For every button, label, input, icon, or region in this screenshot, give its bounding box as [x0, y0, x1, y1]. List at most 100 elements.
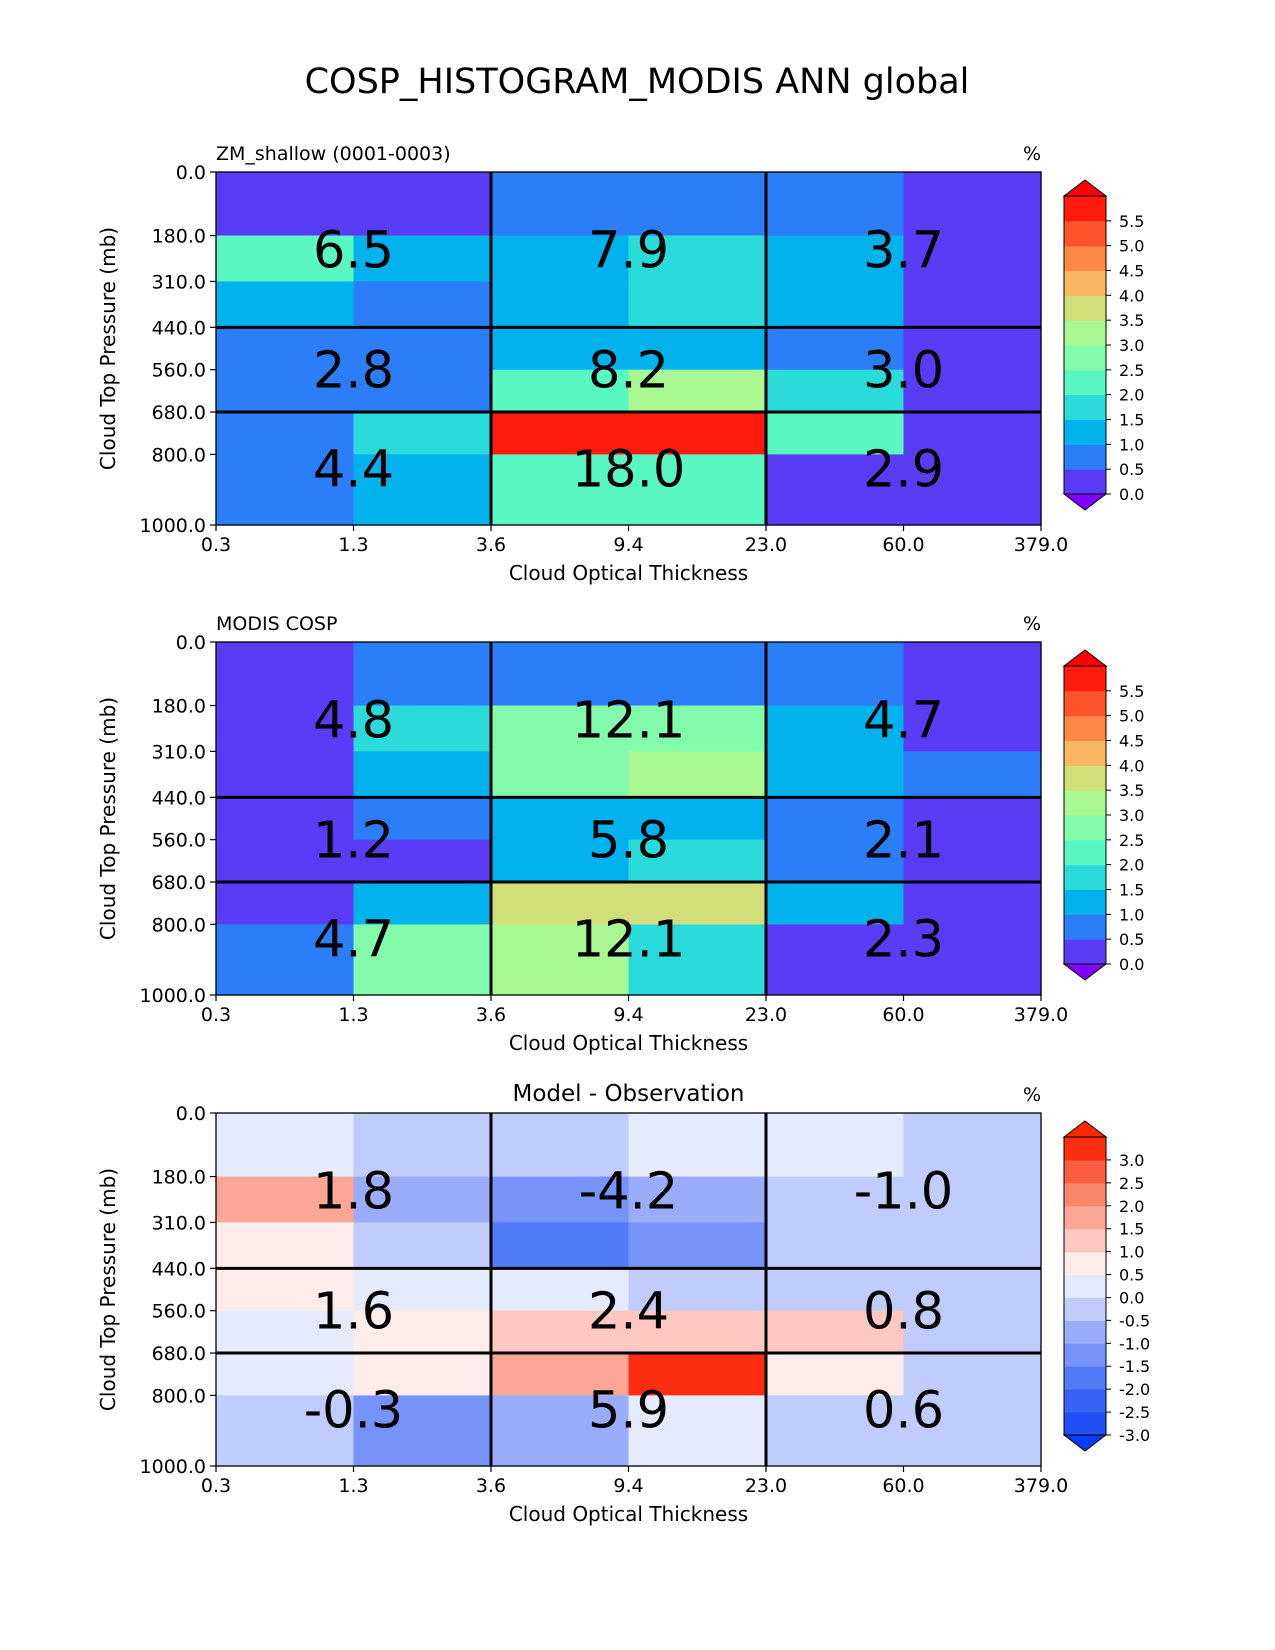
heatmap-cell: [491, 172, 630, 237]
colorbar-segment: [1064, 345, 1106, 371]
heatmap-cell: [766, 839, 905, 883]
heatmap-cell: [903, 882, 1042, 925]
heatmap-cell: [491, 839, 630, 883]
heatmap-cell: [766, 454, 905, 526]
colorbar-tick-label: 1.5: [1119, 881, 1144, 900]
y-tick-label: 800.0: [152, 914, 206, 936]
heatmap-cell: [903, 327, 1042, 371]
group-total-label: -1.0: [854, 1163, 954, 1222]
heatmap-cell: [903, 705, 1042, 753]
colorbar-segment: [1064, 320, 1106, 346]
x-tick-label: 379.0: [1014, 1004, 1068, 1026]
colorbar-segment: [1064, 914, 1106, 940]
heatmap-cell: [353, 1268, 492, 1312]
group-total-label: 8.2: [588, 342, 669, 401]
colorbar-tick-label: 1.0: [1119, 435, 1144, 454]
heatmap-cell: [216, 1113, 355, 1178]
group-total-label: 12.1: [572, 692, 686, 751]
heatmap-cell: [628, 412, 767, 455]
heatmap-cell: [216, 1176, 355, 1224]
heatmap-cell: [628, 924, 767, 996]
colorbar-segment: [1064, 394, 1106, 420]
group-total-label: 18.0: [572, 441, 686, 500]
y-tick-label: 440.0: [152, 1258, 206, 1280]
colorbar-segment: [1064, 939, 1106, 965]
heatmap-cell: [353, 281, 492, 328]
colorbar-tick-label: 4.5: [1119, 262, 1144, 281]
heatmap-cell: [216, 454, 355, 526]
heatmap-cell: [491, 454, 630, 526]
heatmap-cell: [628, 1268, 767, 1312]
heatmap-cell: [628, 281, 767, 328]
heatmap-cell: [628, 797, 767, 841]
heatmap-cell: [353, 839, 492, 883]
heatmap-cell: [216, 281, 355, 328]
x-tick-label: 1.3: [338, 1004, 368, 1026]
group-total-label: 5.8: [588, 812, 669, 871]
heatmap-cell: [903, 172, 1042, 237]
colorbar-segment: [1064, 1297, 1106, 1321]
y-tick-label: 0.0: [176, 632, 206, 654]
colorbar-tick-label: 2.5: [1119, 831, 1144, 850]
group-total-label: 2.4: [588, 1283, 669, 1342]
x-tick-label: 1.3: [338, 534, 368, 556]
group-total-label: 4.4: [313, 441, 394, 500]
heatmap-cell: [766, 1222, 905, 1269]
x-tick-label: 379.0: [1014, 534, 1068, 556]
heatmap-cell: [903, 924, 1042, 996]
heatmap-cell: [216, 705, 355, 753]
x-tick-label: 0.3: [201, 1475, 231, 1497]
heatmap-cell: [353, 642, 492, 707]
heatmap-cell: [216, 412, 355, 455]
x-tick-label: 23.0: [745, 1475, 787, 1497]
heatmap-cell: [903, 1176, 1042, 1224]
group-total-label: 3.7: [863, 222, 944, 281]
heatmap-cell: [628, 1395, 767, 1467]
group-total-label: 4.7: [313, 911, 394, 970]
heatmap-cell: [491, 797, 630, 841]
y-tick-label: 1000.0: [140, 1456, 206, 1478]
heatmap-cell: [216, 235, 355, 283]
x-tick-label: 3.6: [476, 1475, 506, 1497]
x-tick-label: 60.0: [882, 1004, 924, 1026]
colorbar: -3.0 -2.5 -2.0 -1.5 -1.0 -0.5 0.0 0.5 1.0 1.5 2.0 2…: [1062, 1120, 1150, 1452]
panel-title: ZM_shallow (0001-0003): [216, 143, 451, 165]
heatmap-cell: [903, 797, 1042, 841]
colorbar-tick-label: 4.0: [1119, 286, 1144, 305]
colorbar-tick-label: 2.0: [1119, 856, 1144, 875]
heatmap-cell: [216, 839, 355, 883]
colorbar-segment: [1064, 295, 1106, 321]
heatmap-cell: [766, 1310, 905, 1354]
heatmap-cell: [628, 642, 767, 707]
colorbar-tick-label: 3.5: [1119, 781, 1144, 800]
colorbar-tick-label: 0.0: [1119, 1288, 1144, 1307]
y-tick-label: 560.0: [152, 1301, 206, 1323]
colorbar-segment: [1064, 889, 1106, 915]
heatmap-cell: [628, 454, 767, 526]
heatmap-cell: [766, 797, 905, 841]
colorbar-tick-label: 3.5: [1119, 311, 1144, 330]
colorbar-frame: [1063, 1136, 1107, 1436]
colorbar-segment: [1064, 444, 1106, 470]
colorbar-segment: [1064, 1137, 1106, 1161]
group-total-label: 1.2: [313, 812, 394, 871]
heatmap-cell: [216, 172, 355, 237]
colorbar-segment: [1064, 864, 1106, 890]
colorbar: 0.0 0.5 1.0 1.5 2.0 2.5 3.0 3.5 4.0 4.5 5.0 5.5: [1062, 179, 1144, 511]
heatmap-cell: [353, 1113, 492, 1178]
colorbar-tick-label: -2.5: [1119, 1403, 1150, 1422]
y-tick-label: 180.0: [152, 696, 206, 718]
heatmap-cell: [216, 369, 355, 413]
x-tick-label: 1.3: [338, 1475, 368, 1497]
y-tick-label: 310.0: [152, 741, 206, 763]
x-tick-label: 9.4: [613, 534, 643, 556]
group-total-label: 6.5: [313, 222, 394, 281]
heatmap-cell: [353, 172, 492, 237]
colorbar-tick-label: 0.5: [1119, 460, 1144, 479]
heatmap-cell: [491, 1353, 630, 1396]
group-total-label: 2.9: [863, 441, 944, 500]
colorbar-segment: [1064, 369, 1106, 396]
colorbar-tick-label: 1.5: [1119, 1220, 1144, 1239]
heatmap-cell: [216, 1310, 355, 1354]
colorbar-tick-label: 2.5: [1119, 361, 1144, 380]
